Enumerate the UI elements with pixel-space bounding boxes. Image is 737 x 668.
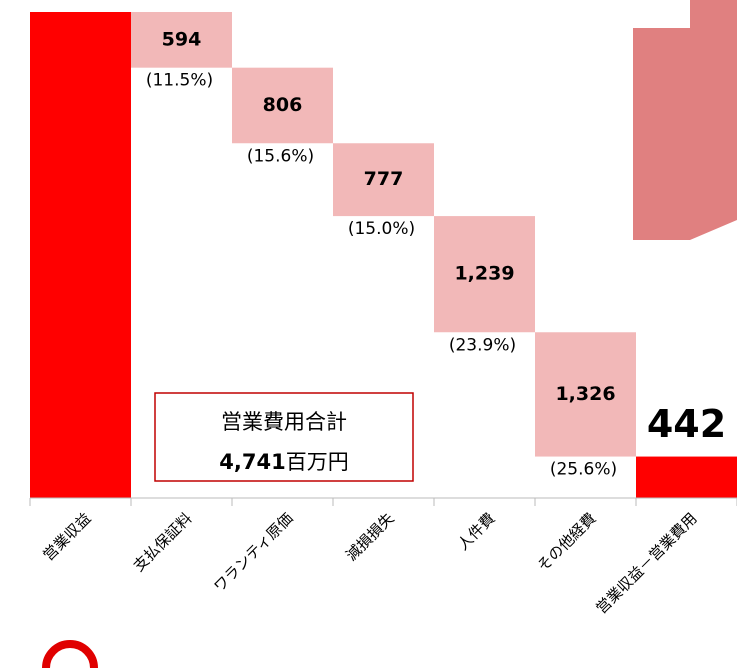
value-label: 442 — [647, 402, 726, 446]
x-tick-label: 人件費 — [454, 509, 499, 554]
x-tick-label: ワランティ原価 — [210, 509, 296, 595]
bar — [232, 67, 333, 144]
bar — [131, 12, 232, 68]
annotation-total: 4,741百万円 — [219, 450, 348, 474]
logo — [42, 640, 98, 668]
annotation-value: 4,741 — [219, 450, 285, 474]
x-tick-label: 営業収益－営業費用 — [592, 509, 700, 617]
value-label: 1,239 — [454, 263, 514, 285]
arrow — [633, 0, 737, 240]
share-label: (25.6%) — [550, 460, 617, 480]
share-label: (11.5%) — [146, 71, 213, 91]
share-label: (23.9%) — [449, 335, 516, 355]
x-tick-label: 支払保証料 — [130, 509, 196, 575]
bar — [535, 332, 636, 457]
share-label: (15.6%) — [247, 146, 314, 166]
value-label: 1,326 — [555, 383, 615, 405]
bar — [30, 12, 131, 498]
annotation-title: 営業費用合計 — [221, 410, 347, 434]
x-tick-label: 減損損失 — [342, 509, 397, 564]
value-label: 806 — [263, 94, 303, 116]
value-label: 594 — [162, 28, 202, 50]
share-label: (15.0%) — [348, 219, 415, 239]
bar — [434, 216, 535, 333]
annotation-unit: 百万円 — [286, 450, 349, 474]
bar — [333, 143, 434, 217]
x-tick-label: その他経費 — [534, 509, 600, 575]
value-label: 777 — [364, 168, 404, 190]
x-tick-label: 営業収益 — [39, 509, 94, 564]
bar — [636, 456, 737, 498]
annotation-box — [154, 392, 414, 482]
